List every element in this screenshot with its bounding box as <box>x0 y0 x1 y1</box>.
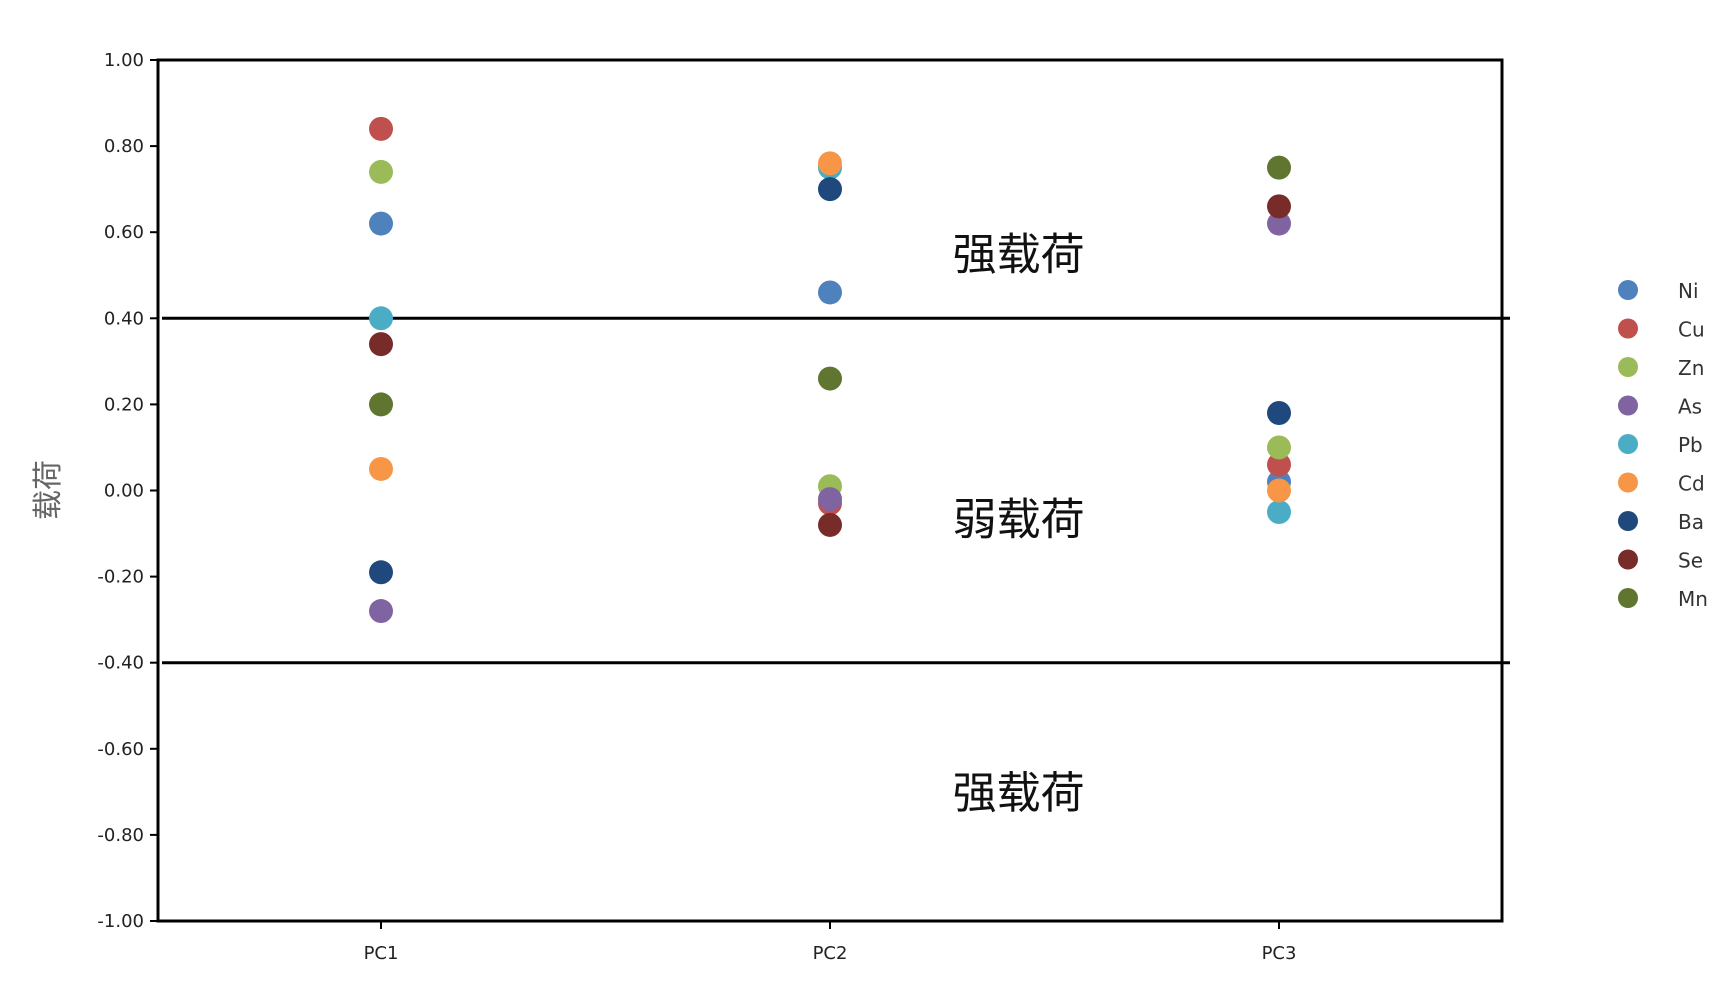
data-point-ni <box>818 280 842 305</box>
data-points-layer <box>369 116 1291 624</box>
legend-label: Ba <box>1678 510 1704 534</box>
data-point-ni <box>369 211 393 236</box>
legend: Ni Cu Zn As Pb Cd Ba Se Mn <box>1618 279 1708 611</box>
y-tick-label: 0.60 <box>104 222 144 243</box>
legend-label: Ni <box>1678 279 1699 303</box>
data-point-ba <box>1267 401 1291 426</box>
legend-label: Zn <box>1678 356 1704 380</box>
data-point-pb <box>1267 500 1291 525</box>
legend-label: Cu <box>1678 318 1705 342</box>
legend-marker <box>1618 588 1638 608</box>
data-point-zn <box>1267 435 1291 460</box>
y-tick-label: 1.00 <box>104 50 144 71</box>
data-point-cu <box>369 116 393 141</box>
y-tick-label: 0.00 <box>104 481 144 502</box>
data-point-ba <box>818 177 842 202</box>
loading-zone-label: 强载荷 <box>953 230 1085 281</box>
data-point-ba <box>369 560 393 585</box>
x-tick-label: PC2 <box>813 943 848 964</box>
data-point-as <box>1267 211 1291 236</box>
y-tick-label: -0.20 <box>97 567 144 588</box>
data-point-mn <box>1267 155 1291 180</box>
data-point-pb <box>369 306 393 331</box>
loading-zone-label: 强载荷 <box>953 768 1085 819</box>
data-point-cd <box>369 456 393 481</box>
data-point-as <box>818 487 842 512</box>
legend-marker <box>1618 395 1638 416</box>
data-point-se <box>369 332 393 357</box>
y-tick-label: 0.40 <box>104 308 144 329</box>
axes-layer: 1.00 0.80 0.60 0.40 0.20 0.00 -0.20 -0.40 -0.60 -… <box>97 50 1510 964</box>
y-axis-label: 载荷 <box>31 460 66 520</box>
legend-marker <box>1618 434 1638 454</box>
legend-marker <box>1618 357 1638 377</box>
legend-label: Mn <box>1678 587 1708 611</box>
y-tick-label: 0.20 <box>104 394 144 415</box>
data-point-zn <box>369 159 393 184</box>
legend-label: Pb <box>1678 433 1703 457</box>
x-tick-label: PC3 <box>1262 943 1297 964</box>
legend-marker <box>1618 549 1638 570</box>
data-point-se <box>818 512 842 537</box>
legend-label: As <box>1678 395 1702 419</box>
legend-marker <box>1618 318 1638 339</box>
y-tick-label: -0.40 <box>97 653 144 674</box>
data-point-cu <box>1267 452 1291 477</box>
data-point-mn <box>369 392 393 417</box>
loading-zone-label: 弱载荷 <box>953 494 1085 545</box>
data-point-cd <box>818 151 842 176</box>
legend-marker <box>1618 472 1638 493</box>
data-point-cd <box>1267 478 1291 503</box>
y-tick-label: -1.00 <box>97 911 144 932</box>
legend-marker <box>1618 280 1638 300</box>
data-point-mn <box>818 366 842 391</box>
data-point-se <box>1267 194 1291 219</box>
x-tick-label: PC1 <box>364 943 399 964</box>
y-tick-label: 0.80 <box>104 136 144 157</box>
y-tick-label: -0.60 <box>97 739 144 760</box>
data-point-as <box>369 599 393 624</box>
legend-label: Cd <box>1678 472 1705 496</box>
legend-label: Se <box>1678 549 1703 573</box>
legend-marker <box>1618 511 1638 531</box>
y-tick-label: -0.80 <box>97 825 144 846</box>
